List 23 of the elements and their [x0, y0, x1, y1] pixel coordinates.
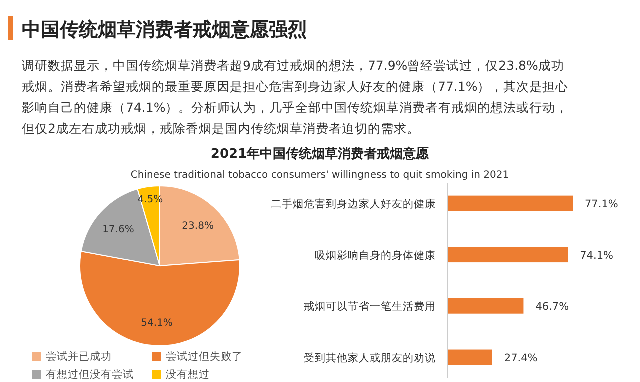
text: 2021年中国传统烟草消费者戒烟意愿: [210, 146, 430, 162]
data-label: 74.1%: [580, 250, 614, 262]
data-label: 46.7%: [536, 301, 570, 314]
data-label: 77.1%: [585, 198, 618, 211]
text: 中国传统烟草消费者戒烟意愿强烈: [22, 19, 307, 41]
text: 调研数据显示，中国传统烟草消费者超9成有过戒烟的想法，77.9%曾经尝试过，仅23.8%成功戒烟。消费者希望戒烟的最重要原因是担心危害到身边家人好友的健康（77.1%），其次是担心影响自己的健康（74.1%）。分析师认为，几乎全部中国传统烟草消费者有戒烟的想法或行动，但仅2成左右成功戒烟，戒除香烟是国内传统烟草消费者迫切的需求。: [22, 58, 569, 136]
data-label: 23.8%: [182, 220, 214, 232]
y-tick-label: 受到其他家人或朋友的劝说: [304, 351, 436, 364]
bar: [448, 247, 568, 263]
text: Chinese traditional tobacco consumers' willingness to quit smoking in 2021: [130, 170, 510, 181]
y-tick-label: 吸烟影响自身的身体健康: [315, 248, 436, 262]
data-label: 27.4%: [504, 352, 538, 364]
bar: [448, 298, 524, 314]
data-label: 17.6%: [102, 224, 134, 236]
bar: [448, 196, 573, 212]
data-label: 54.1%: [141, 318, 173, 329]
legend-label: 有想过但没有尝试: [46, 368, 134, 381]
y-tick-label: 戒烟可以节省一笔生活费用: [304, 300, 436, 314]
legend-label: 尝试过但失败了: [166, 350, 243, 363]
y-tick-label: 二手烟危害到身边家人好友的健康: [271, 198, 436, 211]
legend-label: 尝试并已成功: [46, 350, 112, 363]
legend-label: 没有想过: [166, 368, 210, 381]
bar: [448, 350, 492, 366]
